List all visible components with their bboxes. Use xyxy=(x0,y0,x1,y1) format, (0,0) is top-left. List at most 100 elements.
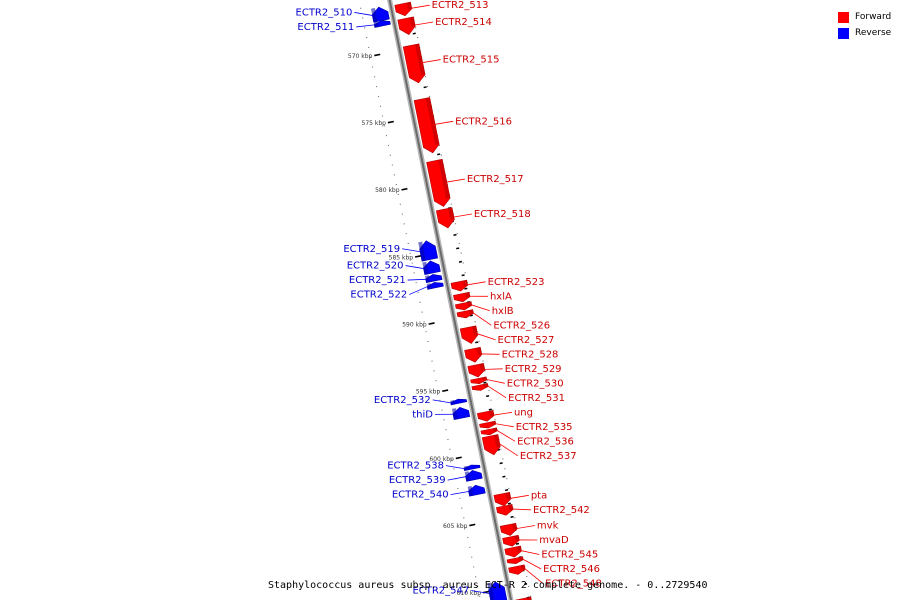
label-leader xyxy=(471,590,490,594)
backbone-line xyxy=(388,0,513,600)
label-leader xyxy=(450,491,469,496)
tick-label: 580 kbp xyxy=(375,187,400,194)
gene-shade xyxy=(448,207,455,221)
gene-label: ECTR2_518 xyxy=(474,209,531,220)
minor-tick xyxy=(499,462,503,465)
label-leader xyxy=(415,21,434,26)
gene-shade xyxy=(426,283,432,290)
gene-shade xyxy=(422,261,429,275)
tick-label: 610 kbp xyxy=(457,590,482,597)
legend-item-reverse: Reverse xyxy=(838,25,891,41)
legend: Forward Reverse xyxy=(838,9,891,41)
gene-label: ECTR2_516 xyxy=(455,116,512,127)
minor-tick xyxy=(485,395,490,398)
gene-shade xyxy=(467,301,472,307)
gene-label: ECTR2_521 xyxy=(349,275,406,286)
guide-right xyxy=(409,0,533,600)
gene-label: ECTR2_529 xyxy=(505,364,562,375)
gene-shade xyxy=(438,159,451,199)
gene-label: ECTR2_540 xyxy=(392,490,449,501)
label-leader xyxy=(510,494,529,499)
gene-label: ECTR2_536 xyxy=(517,436,574,447)
minor-tick xyxy=(464,287,468,290)
major-tick xyxy=(442,389,449,393)
gene-shade xyxy=(409,16,416,27)
gene-shade xyxy=(450,400,456,405)
gene-shade xyxy=(467,485,474,497)
minor-tick xyxy=(475,341,479,344)
label-leader xyxy=(484,368,503,370)
gene-label: ECTR2_511 xyxy=(297,22,354,33)
gene-shade xyxy=(514,535,520,542)
gene-shade xyxy=(462,280,468,287)
gene-label: ECTR2_537 xyxy=(520,451,577,462)
gene-shade xyxy=(487,582,495,600)
label-leader xyxy=(446,178,465,183)
major-tick xyxy=(469,523,476,527)
minor-tick xyxy=(453,233,457,236)
gene-label: ECTR2_539 xyxy=(389,475,446,486)
gene-label: ECTR2_513 xyxy=(432,0,489,11)
gene-label: ECTR2_545 xyxy=(541,550,598,561)
minor-tick xyxy=(423,86,427,89)
gene-shade xyxy=(492,427,498,432)
label-leader xyxy=(402,248,421,253)
major-tick xyxy=(401,187,408,191)
gene-shade xyxy=(526,597,532,600)
label-leader xyxy=(453,213,472,218)
gene-label: hxlA xyxy=(490,291,512,302)
label-leader xyxy=(524,568,544,584)
gene-shade xyxy=(464,471,471,482)
gene-shade xyxy=(476,347,482,356)
legend-label-forward: Forward xyxy=(855,12,892,22)
gene-shade xyxy=(489,410,495,417)
genome-caption: Staphylococcus aureus subsp. aureus ECT-… xyxy=(268,580,708,591)
label-leader xyxy=(493,411,513,416)
minor-tick xyxy=(524,583,528,586)
label-leader xyxy=(407,278,426,281)
minor-tick xyxy=(515,542,520,545)
gene-shade xyxy=(511,523,518,530)
label-leader xyxy=(354,12,373,16)
gene-label: ECTR2_530 xyxy=(507,378,564,389)
tick-label: 575 kbp xyxy=(362,120,387,127)
label-leader xyxy=(409,286,428,295)
minor-tick xyxy=(504,489,509,492)
minor-tick xyxy=(456,247,460,250)
gene-label: ECTR2_514 xyxy=(435,17,492,28)
gene-label: ECTR2_548 xyxy=(545,579,602,590)
gene-label: ECTR2_542 xyxy=(533,505,590,516)
minor-tick xyxy=(469,314,473,317)
gene-labels: ECTR2_513 ECTR2_514 ECTR2_515 ECTR2_516 ECTR… xyxy=(296,0,602,596)
tick-label: 570 kbp xyxy=(348,53,373,60)
gene-shade xyxy=(491,421,496,425)
label-leader xyxy=(522,559,542,570)
gene-shade xyxy=(463,465,469,471)
gene-label: ECTR2_527 xyxy=(498,335,555,346)
label-leader xyxy=(422,59,441,63)
minor-tick xyxy=(458,260,463,263)
gene-shade xyxy=(425,97,440,146)
gene-label: mvk xyxy=(537,521,559,532)
gene-shade xyxy=(505,492,511,500)
label-leader xyxy=(432,399,451,404)
label-leader xyxy=(411,4,430,9)
minor-tick xyxy=(488,408,492,411)
forward-swatch-icon xyxy=(838,11,849,23)
label-leader xyxy=(516,525,536,529)
minor-tick xyxy=(510,515,514,518)
label-leader xyxy=(471,304,490,312)
legend-item-forward: Forward xyxy=(838,9,891,25)
gene-shade xyxy=(479,363,485,371)
gene-shade xyxy=(451,408,459,420)
gene-label: ECTR2_522 xyxy=(350,290,407,301)
gene-shade xyxy=(516,545,522,552)
label-leader xyxy=(405,265,424,269)
major-tick xyxy=(374,53,381,57)
label-leader xyxy=(435,120,454,125)
gene-shade xyxy=(520,564,526,571)
gene-shade xyxy=(494,434,501,448)
gene-shade xyxy=(425,275,431,283)
tick-label: 590 kbp xyxy=(402,322,427,329)
